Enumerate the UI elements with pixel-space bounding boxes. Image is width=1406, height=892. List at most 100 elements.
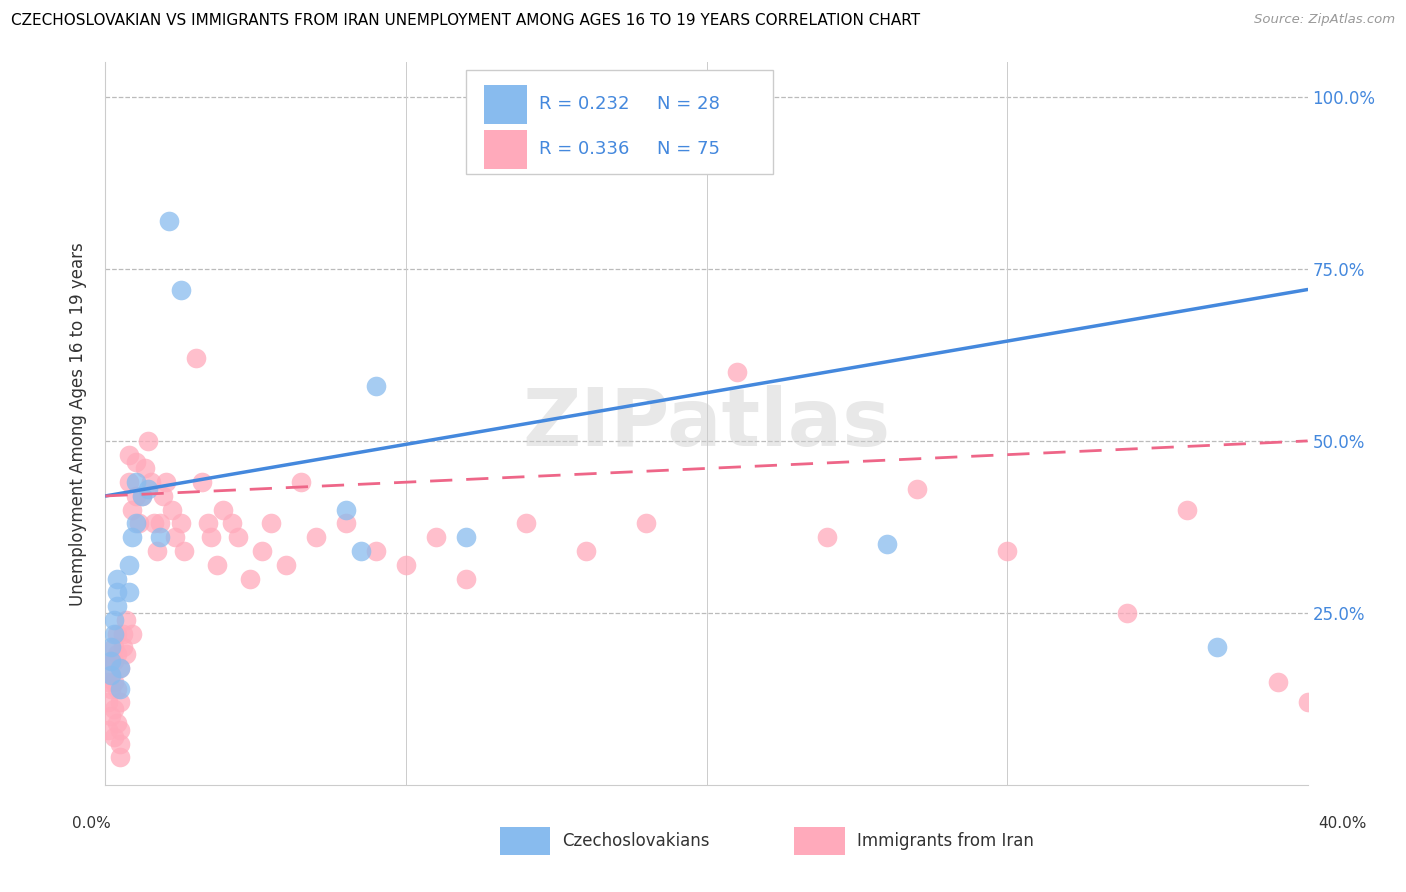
Point xyxy=(110,661,132,675)
Text: Source: ZipAtlas.com: Source: ZipAtlas.com xyxy=(1254,13,1395,27)
Point xyxy=(239,572,262,586)
Point xyxy=(1206,640,1229,655)
Text: R = 0.336: R = 0.336 xyxy=(540,140,630,159)
Point xyxy=(211,502,233,516)
Point xyxy=(197,516,219,531)
Text: 40.0%: 40.0% xyxy=(1319,816,1367,831)
Point xyxy=(118,585,141,599)
Point xyxy=(169,516,191,531)
Point xyxy=(335,516,357,531)
Point xyxy=(636,516,658,531)
Point xyxy=(112,640,135,655)
Point xyxy=(169,283,191,297)
Point xyxy=(100,654,122,668)
Point xyxy=(142,516,165,531)
Point xyxy=(97,723,120,737)
Point xyxy=(148,530,170,544)
Point xyxy=(905,482,928,496)
Point xyxy=(110,750,132,764)
Point xyxy=(815,530,838,544)
Point xyxy=(110,723,132,737)
Point xyxy=(136,434,159,448)
Point xyxy=(100,681,122,696)
Text: R = 0.232: R = 0.232 xyxy=(540,95,630,113)
Point xyxy=(115,613,138,627)
Text: ZIPatlas: ZIPatlas xyxy=(523,384,890,463)
Point xyxy=(145,544,167,558)
Point xyxy=(425,530,447,544)
Point xyxy=(100,640,122,655)
Point xyxy=(395,558,418,572)
Point xyxy=(157,213,180,227)
Point xyxy=(305,530,328,544)
Point xyxy=(226,530,249,544)
Point xyxy=(124,475,146,490)
Point xyxy=(103,702,125,716)
Point xyxy=(546,96,568,111)
Point xyxy=(350,544,373,558)
Point xyxy=(103,626,125,640)
Point xyxy=(110,695,132,709)
Point xyxy=(118,475,141,490)
Point xyxy=(335,502,357,516)
Point xyxy=(107,716,129,731)
Point xyxy=(118,558,141,572)
Point xyxy=(155,475,177,490)
Point xyxy=(121,530,143,544)
Point xyxy=(100,668,122,682)
Point xyxy=(107,626,129,640)
Point xyxy=(290,475,312,490)
Point xyxy=(103,730,125,744)
Point xyxy=(107,681,129,696)
FancyBboxPatch shape xyxy=(484,130,527,169)
Point xyxy=(160,502,183,516)
Point xyxy=(515,516,537,531)
Point xyxy=(163,530,186,544)
Point xyxy=(173,544,195,558)
Point xyxy=(456,572,478,586)
Point xyxy=(103,674,125,689)
Point xyxy=(118,448,141,462)
Text: N = 75: N = 75 xyxy=(657,140,720,159)
Point xyxy=(110,661,132,675)
Point xyxy=(110,737,132,751)
Point xyxy=(97,695,120,709)
Point xyxy=(995,544,1018,558)
Point xyxy=(107,599,129,613)
Point xyxy=(131,489,153,503)
Point xyxy=(1116,606,1139,620)
Point xyxy=(107,572,129,586)
Point xyxy=(97,674,120,689)
Point xyxy=(139,475,162,490)
Point xyxy=(103,613,125,627)
Point xyxy=(103,654,125,668)
Point xyxy=(1296,695,1319,709)
Point xyxy=(1267,674,1289,689)
Point xyxy=(364,379,387,393)
Point xyxy=(121,502,143,516)
FancyBboxPatch shape xyxy=(499,827,550,855)
Point xyxy=(184,351,207,366)
Point xyxy=(1177,502,1199,516)
Text: Czechoslovakians: Czechoslovakians xyxy=(562,832,710,850)
Text: Immigrants from Iran: Immigrants from Iran xyxy=(856,832,1033,850)
Point xyxy=(530,96,553,111)
Point xyxy=(364,544,387,558)
Point xyxy=(260,516,283,531)
Point xyxy=(128,516,150,531)
Point xyxy=(107,585,129,599)
Point xyxy=(121,626,143,640)
Text: CZECHOSLOVAKIAN VS IMMIGRANTS FROM IRAN UNEMPLOYMENT AMONG AGES 16 TO 19 YEARS C: CZECHOSLOVAKIAN VS IMMIGRANTS FROM IRAN … xyxy=(11,13,921,29)
Point xyxy=(100,668,122,682)
Y-axis label: Unemployment Among Ages 16 to 19 years: Unemployment Among Ages 16 to 19 years xyxy=(69,242,87,606)
Point xyxy=(152,489,174,503)
Point xyxy=(456,530,478,544)
Point xyxy=(124,516,146,531)
Point xyxy=(100,709,122,723)
FancyBboxPatch shape xyxy=(484,85,527,124)
Point xyxy=(124,454,146,468)
Point xyxy=(876,537,898,551)
Point xyxy=(205,558,228,572)
Point xyxy=(124,489,146,503)
Point xyxy=(221,516,243,531)
